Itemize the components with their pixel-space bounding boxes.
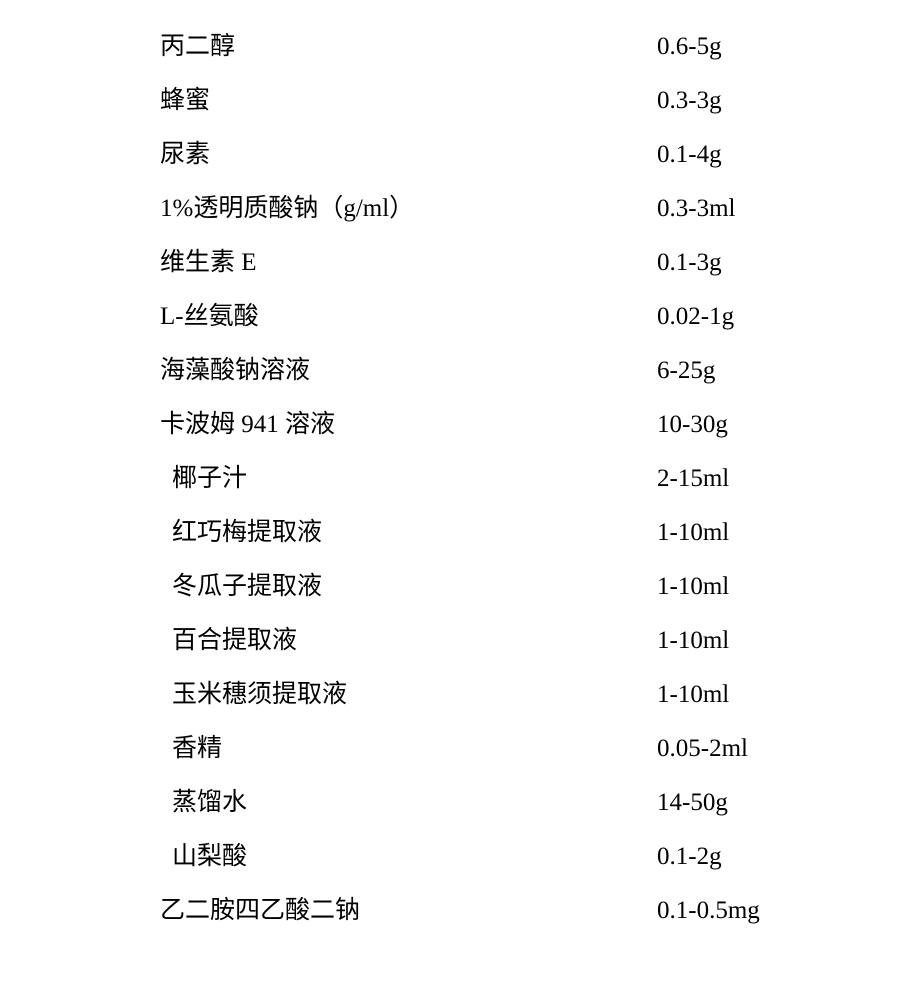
ingredient-amount: 0.1-3g xyxy=(657,236,797,290)
ingredient-label: 香精 xyxy=(160,722,222,776)
ingredient-row: 红巧梅提取液 1-10ml xyxy=(160,506,797,560)
ingredient-label: 百合提取液 xyxy=(160,614,297,668)
ingredient-label: 维生素 E xyxy=(160,236,257,290)
ingredient-amount: 0.1-0.5mg xyxy=(657,884,797,938)
ingredient-row: 海藻酸钠溶液 6-25g xyxy=(160,344,797,398)
ingredient-amount: 14-50g xyxy=(657,776,797,830)
ingredient-row: 椰子汁 2-15ml xyxy=(160,452,797,506)
ingredient-row: 尿素 0.1-4g xyxy=(160,128,797,182)
ingredient-label: 丙二醇 xyxy=(160,20,235,74)
ingredient-label: 乙二胺四乙酸二钠 xyxy=(160,884,360,938)
ingredient-label: L-丝氨酸 xyxy=(160,290,259,344)
ingredient-amount: 2-15ml xyxy=(649,452,797,506)
ingredient-row: 山梨酸 0.1-2g xyxy=(160,830,797,884)
ingredient-amount: 0.02-1g xyxy=(657,290,797,344)
ingredient-row: 丙二醇 0.6-5g xyxy=(160,20,797,74)
ingredient-row: 1%透明质酸钠（g/ml） 0.3-3ml xyxy=(160,182,797,236)
ingredient-amount: 0.1-2g xyxy=(657,830,797,884)
ingredient-list: 丙二醇 0.6-5g 蜂蜜 0.3-3g 尿素 0.1-4g 1%透明质酸钠（g/ml） 0.… xyxy=(0,0,897,1000)
ingredient-row: 蒸馏水 14-50g xyxy=(160,776,797,830)
ingredient-label: 卡波姆 941 溶液 xyxy=(160,398,335,452)
ingredient-label: 海藻酸钠溶液 xyxy=(160,344,310,398)
ingredient-label: 1%透明质酸钠（g/ml） xyxy=(160,182,414,236)
ingredient-label: 山梨酸 xyxy=(160,830,247,884)
ingredient-label: 蜂蜜 xyxy=(160,74,210,128)
ingredient-label: 红巧梅提取液 xyxy=(160,506,322,560)
ingredient-label: 冬瓜子提取液 xyxy=(160,560,322,614)
ingredient-amount: 6-25g xyxy=(649,344,797,398)
ingredient-amount: 0.3-3g xyxy=(657,74,797,128)
ingredient-amount: 0.6-5g xyxy=(657,20,797,74)
ingredient-row: 蜂蜜 0.3-3g xyxy=(160,74,797,128)
ingredient-row: 冬瓜子提取液 1-10ml xyxy=(160,560,797,614)
ingredient-row: 乙二胺四乙酸二钠 0.1-0.5mg xyxy=(160,884,797,938)
ingredient-row: 百合提取液 1-10ml xyxy=(160,614,797,668)
ingredient-amount: 0.3-3ml xyxy=(649,182,797,236)
ingredient-amount: 1-10ml xyxy=(649,560,797,614)
ingredient-label: 蒸馏水 xyxy=(160,776,247,830)
ingredient-amount: 10-30g xyxy=(657,398,797,452)
ingredient-amount: 1-10ml xyxy=(649,668,797,722)
ingredient-label: 尿素 xyxy=(160,128,210,182)
ingredient-row: 维生素 E 0.1-3g xyxy=(160,236,797,290)
ingredient-row: 玉米穗须提取液 1-10ml xyxy=(160,668,797,722)
ingredient-row: L-丝氨酸 0.02-1g xyxy=(160,290,797,344)
ingredient-label: 玉米穗须提取液 xyxy=(160,668,347,722)
ingredient-label: 椰子汁 xyxy=(160,452,247,506)
ingredient-amount: 1-10ml xyxy=(649,506,797,560)
ingredient-amount: 0.05-2ml xyxy=(657,722,797,776)
ingredient-row: 香精 0.05-2ml xyxy=(160,722,797,776)
ingredient-row: 卡波姆 941 溶液 10-30g xyxy=(160,398,797,452)
ingredient-amount: 0.1-4g xyxy=(657,128,797,182)
ingredient-amount: 1-10ml xyxy=(649,614,797,668)
